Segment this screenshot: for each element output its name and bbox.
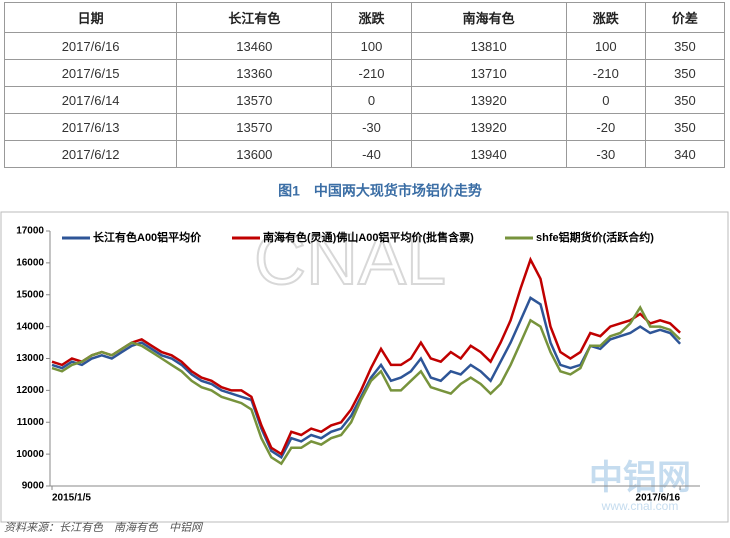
- table-cell: 2017/6/13: [3, 113, 178, 141]
- y-tick-label: 10000: [16, 449, 44, 460]
- table-cell: 340: [644, 140, 726, 168]
- table-row: 2017/6/15 13360 -210 13710 -210 350: [3, 59, 726, 87]
- table-cell: 350: [644, 32, 726, 60]
- y-tick-label: 11000: [17, 417, 45, 428]
- table-cell: 13940: [410, 140, 567, 168]
- table-cell: 2017/6/12: [3, 140, 178, 168]
- y-tick-label: 13000: [16, 353, 44, 364]
- source: 资料来源：长江有色 南海有色 中铝网: [4, 521, 204, 534]
- table-row: 2017/6/14 13570 0 13920 0 350: [3, 86, 726, 114]
- series-line: [51, 256, 681, 456]
- table-cell: -30: [565, 140, 646, 168]
- table-cell: 13570: [176, 113, 333, 141]
- table-row: 日期 长江有色 涨跌 南海有色 涨跌 价差: [3, 2, 726, 33]
- y-tick-label: 15000: [16, 289, 44, 300]
- watermark: 中铝网: [589, 459, 691, 497]
- table-cell: 13710: [410, 59, 567, 87]
- table-cell: -210: [565, 59, 646, 87]
- series-line: [51, 304, 681, 466]
- x-tick-label: 2015/1/5: [52, 493, 91, 504]
- y-tick-label: 12000: [16, 385, 44, 396]
- y-tick-label: 16000: [16, 258, 44, 269]
- table-cell: 350: [644, 86, 726, 114]
- x-tick-label: 2017/6/16: [636, 493, 681, 504]
- table-cell: 100: [565, 32, 646, 60]
- table-cell: 价差: [644, 2, 726, 33]
- y-tick-label: 14000: [16, 321, 44, 332]
- table-cell: -210: [331, 59, 412, 87]
- table-cell: 13360: [176, 59, 333, 87]
- table-row: 2017/6/13 13570 -30 13920 -20 350: [3, 113, 726, 141]
- table-row: 2017/6/12 13600 -40 13940 -30 340: [3, 140, 726, 168]
- table-cell: 13920: [410, 86, 567, 114]
- table-cell: -30: [331, 113, 412, 141]
- watermark: CNAL: [254, 220, 446, 300]
- table-cell: 南海有色: [410, 2, 567, 33]
- figure: 图1 中国两大现货市场铝价走势 CNAL 中铝网 www.cnal.com 资料…: [0, 183, 729, 534]
- legend-label: 长江有色A00铝平均价: [93, 230, 202, 244]
- table-cell: -20: [565, 113, 646, 141]
- chart-frame: [0, 211, 729, 523]
- table-cell: 350: [644, 59, 726, 87]
- legend-label: 南海有色(灵通)佛山A00铝平均价(批售含票): [263, 230, 474, 244]
- table-cell: 2017/6/16: [3, 32, 178, 60]
- table-cell: 长江有色: [176, 2, 333, 33]
- table-cell: 2017/6/15: [3, 59, 178, 87]
- watermark: www.cnal.com: [601, 499, 679, 513]
- table-cell: 0: [331, 86, 412, 114]
- price-table: 日期 长江有色 涨跌 南海有色 涨跌 价差 2017/6/16 13460 100 13810 10…: [3, 2, 726, 168]
- series-line: [51, 296, 682, 460]
- figure-caption: 图1 中国两大现货市场铝价走势: [278, 183, 482, 199]
- table-cell: -40: [331, 140, 412, 168]
- y-tick-label: 9000: [22, 481, 45, 492]
- table-cell: 350: [644, 113, 726, 141]
- table-cell: 2017/6/14: [3, 86, 178, 114]
- table-cell: 100: [331, 32, 412, 60]
- table-cell: 13810: [410, 32, 567, 60]
- table-cell: 13600: [176, 140, 333, 168]
- table-cell: 13920: [410, 113, 567, 141]
- table-cell: 涨跌: [331, 2, 412, 33]
- table-row: 2017/6/16 13460 100 13810 100 350: [3, 32, 726, 60]
- y-tick-label: 17000: [16, 226, 44, 237]
- table-cell: 13570: [176, 86, 333, 114]
- table-cell: 涨跌: [565, 2, 646, 33]
- legend-label: shfe铝期货价(活跃合约): [536, 230, 654, 244]
- table-cell: 13460: [176, 32, 333, 60]
- table-cell: 0: [565, 86, 646, 114]
- table-cell: 日期: [3, 2, 178, 33]
